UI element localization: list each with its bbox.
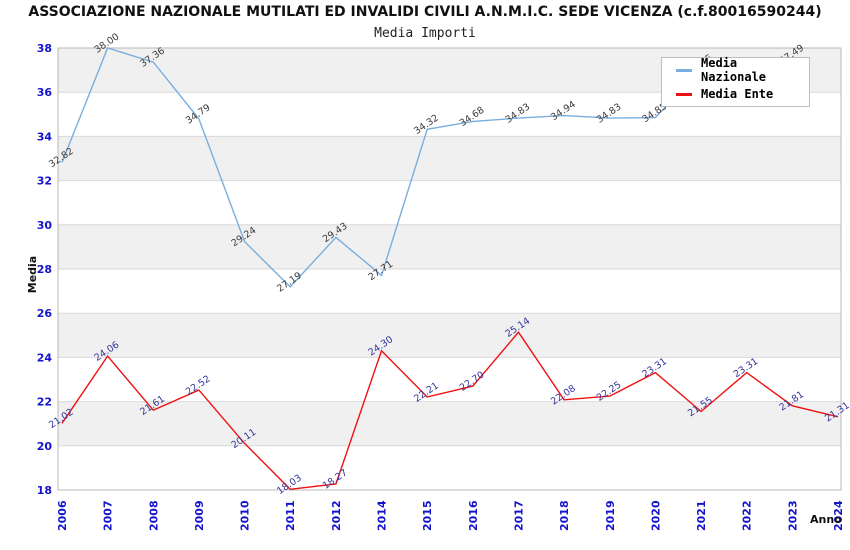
y-tick-label: 32 (37, 175, 52, 188)
x-tick-label: 2016 (467, 500, 480, 531)
x-tick-label: 2007 (102, 500, 115, 531)
chart-title: ASSOCIAZIONE NAZIONALE MUTILATI ED INVAL… (28, 4, 822, 20)
plot-band (58, 269, 841, 314)
legend-swatch-nazionale-icon (676, 68, 692, 72)
y-tick-label: 34 (37, 130, 53, 143)
y-tick-label: 20 (37, 440, 53, 453)
x-tick-label: 2015 (421, 500, 434, 531)
y-tick-label: 28 (37, 263, 52, 276)
x-tick-label: 2024 (832, 500, 845, 531)
x-tick-label: 2006 (56, 500, 69, 531)
plot-band (58, 180, 841, 225)
plot-band (58, 357, 841, 402)
y-tick-label: 30 (37, 219, 53, 232)
x-tick-label: 2012 (330, 500, 343, 531)
legend-label-nazionale: Media Nazionale (701, 56, 767, 84)
x-tick-label: 2010 (239, 500, 252, 531)
legend: Media Nazionale Media Ente (661, 56, 810, 107)
legend-item-media-nazionale: Media Nazionale (662, 56, 809, 84)
y-tick-label: 36 (37, 86, 53, 99)
x-tick-label: 2021 (695, 500, 708, 531)
x-tick-label: 2019 (604, 500, 617, 531)
series-line-media-ente (61, 331, 839, 491)
y-tick-label: 24 (37, 351, 53, 364)
y-tick-label: 18 (37, 484, 52, 497)
y-tick-label: 26 (37, 307, 53, 320)
x-tick-label: 2009 (193, 500, 206, 531)
x-tick-label: 2014 (376, 500, 389, 531)
x-tick-label: 2018 (558, 500, 571, 531)
x-tick-label: 2022 (741, 500, 754, 531)
y-tick-label: 38 (37, 42, 52, 55)
chart-subtitle: Media Importi (374, 26, 476, 41)
legend-item-media-ente: Media Ente (662, 82, 809, 106)
x-tick-label: 2020 (649, 500, 662, 531)
x-tick-label: 2011 (284, 500, 297, 531)
x-tick-label: 2023 (786, 500, 799, 531)
plot-band (58, 224, 841, 269)
legend-label-ente: Media Ente (701, 87, 774, 101)
plot-band (58, 136, 841, 181)
x-tick-label: 2017 (512, 500, 525, 531)
plot-band (58, 445, 841, 490)
x-tick-label: 2008 (147, 500, 160, 531)
y-axis-title: Media (26, 255, 40, 294)
y-tick-label: 22 (37, 396, 52, 409)
legend-swatch-ente-icon (676, 92, 692, 96)
plot-band (58, 401, 841, 446)
plot-border (57, 47, 842, 491)
plot-band (58, 313, 841, 358)
x-axis-title: Anno (810, 513, 842, 526)
